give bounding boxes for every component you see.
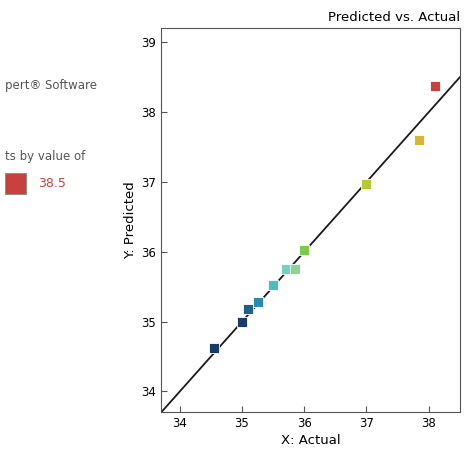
- Point: [269, 282, 277, 289]
- Point: [254, 298, 261, 306]
- Point: [238, 319, 246, 326]
- Text: pert® Software: pert® Software: [5, 79, 97, 92]
- Y-axis label: Y: Predicted: Y: Predicted: [124, 182, 137, 259]
- Point: [363, 180, 370, 188]
- Point: [431, 82, 439, 90]
- Point: [416, 137, 423, 144]
- X-axis label: X: Actual: X: Actual: [281, 434, 340, 447]
- Text: Predicted vs. Actual: Predicted vs. Actual: [328, 11, 460, 25]
- Point: [245, 305, 252, 313]
- Point: [210, 345, 218, 352]
- Point: [291, 265, 299, 273]
- Point: [282, 265, 290, 273]
- Text: ts by value of: ts by value of: [5, 150, 85, 163]
- Text: 38.5: 38.5: [38, 177, 66, 190]
- Point: [301, 246, 308, 254]
